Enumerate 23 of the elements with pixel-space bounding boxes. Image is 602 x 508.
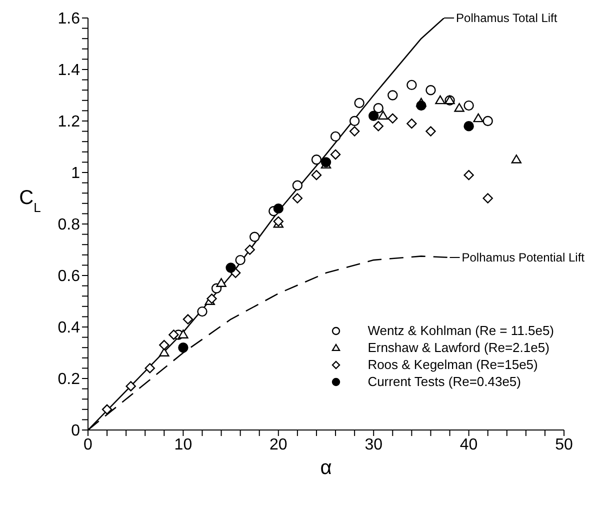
legend-label: Wentz & Kohlman (Re = 11.5e5)	[368, 322, 554, 339]
y-tick-label: 0	[71, 422, 80, 440]
x-tick-label: 30	[364, 436, 383, 454]
y-tick-label: 0.2	[58, 371, 80, 388]
x-axis-title: α	[320, 457, 332, 479]
x-tick-label: 10	[174, 436, 192, 454]
annotation: Polhamus Potential Lift	[462, 250, 586, 264]
legend-label: Roos & Kegelman (Re=15e5)	[368, 356, 538, 373]
legend-label: Ernshaw & Lawford (Re=2.1e5)	[368, 339, 550, 356]
x-tick-label: 50	[555, 436, 573, 454]
y-tick-label: 0.4	[58, 320, 80, 337]
y-tick-label: 1	[71, 165, 80, 182]
annotation: Polhamus Total Lift	[456, 11, 558, 25]
y-tick-label: 1.6	[58, 10, 80, 28]
x-tick-label: 20	[270, 436, 288, 454]
y-tick-label: 0.8	[58, 216, 80, 234]
legend-label: Current Tests (Re=0.43e5)	[368, 373, 521, 390]
y-tick-label: 0.6	[58, 268, 80, 286]
x-tick-label: 40	[460, 436, 478, 454]
y-tick-label: 1.2	[58, 114, 80, 131]
y-axis-title: C$_{L}$	[19, 187, 41, 214]
y-tick-label: 1.4	[58, 62, 80, 80]
x-tick-label: 0	[84, 436, 93, 454]
